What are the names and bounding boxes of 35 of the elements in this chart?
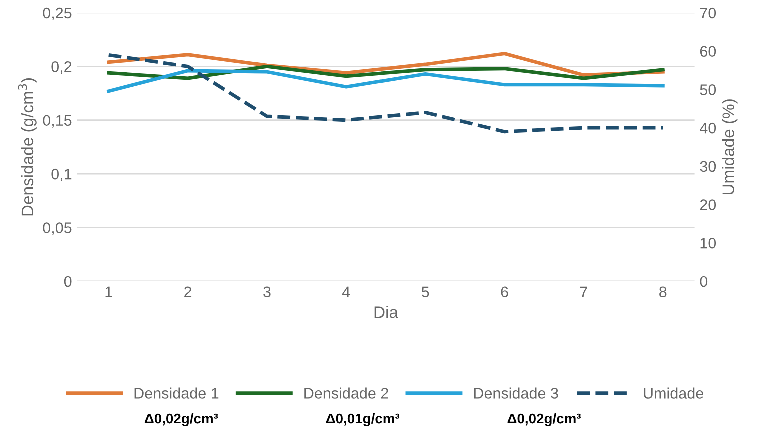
line-series (107, 64, 665, 80)
x-tick-label: 7 (580, 286, 588, 298)
x-tick-label: 4 (342, 286, 350, 298)
legend-label: Densidade 3 (474, 388, 558, 399)
y2-tick-label: 30 (700, 161, 716, 172)
x-axis-title: Dia (374, 306, 399, 318)
y-tick-label: 0 (64, 276, 72, 288)
y2-tick-label: 60 (700, 46, 716, 58)
text: Δ0,02g/cm³ (508, 413, 581, 427)
x-tick-label: 6 (501, 286, 508, 298)
x-tick-label: 5 (422, 286, 430, 298)
y2-tick-label: 50 (700, 84, 716, 96)
y-tick-label: 0,05 (43, 222, 72, 236)
y2-tick-label: 10 (700, 238, 716, 249)
y-tick-label: 0,25 (43, 8, 72, 20)
text: Δ0,02g/cm³ (144, 413, 218, 427)
y-tick-label: 0,15 (43, 115, 72, 128)
y2-tick-label: 70 (700, 8, 716, 19)
y-tick-label: 0,2 (52, 62, 72, 74)
legend-label: Densidade 1 (134, 388, 219, 399)
y2-axis-title: Umidade (%) (722, 100, 738, 195)
x-tick-label: 8 (660, 286, 667, 298)
legend-label: Densidade 2 (304, 388, 388, 399)
line-series (107, 69, 665, 94)
line-series (107, 53, 665, 134)
y2-tick-label: 0 (700, 276, 708, 288)
x-tick-label: 2 (184, 286, 192, 298)
y2-tick-label: 40 (700, 122, 716, 134)
y-tick-label: 0,1 (52, 168, 72, 182)
x-tick-label: 3 (264, 286, 271, 298)
x-tick-label: 1 (106, 286, 112, 298)
y2-tick-label: 20 (700, 200, 716, 210)
text: Δ0,01g/cm³ (326, 413, 400, 427)
y-axis-title: Densidade (g/cm$^{3}$) (18, 78, 37, 216)
legend-label: Umidade (644, 388, 704, 399)
